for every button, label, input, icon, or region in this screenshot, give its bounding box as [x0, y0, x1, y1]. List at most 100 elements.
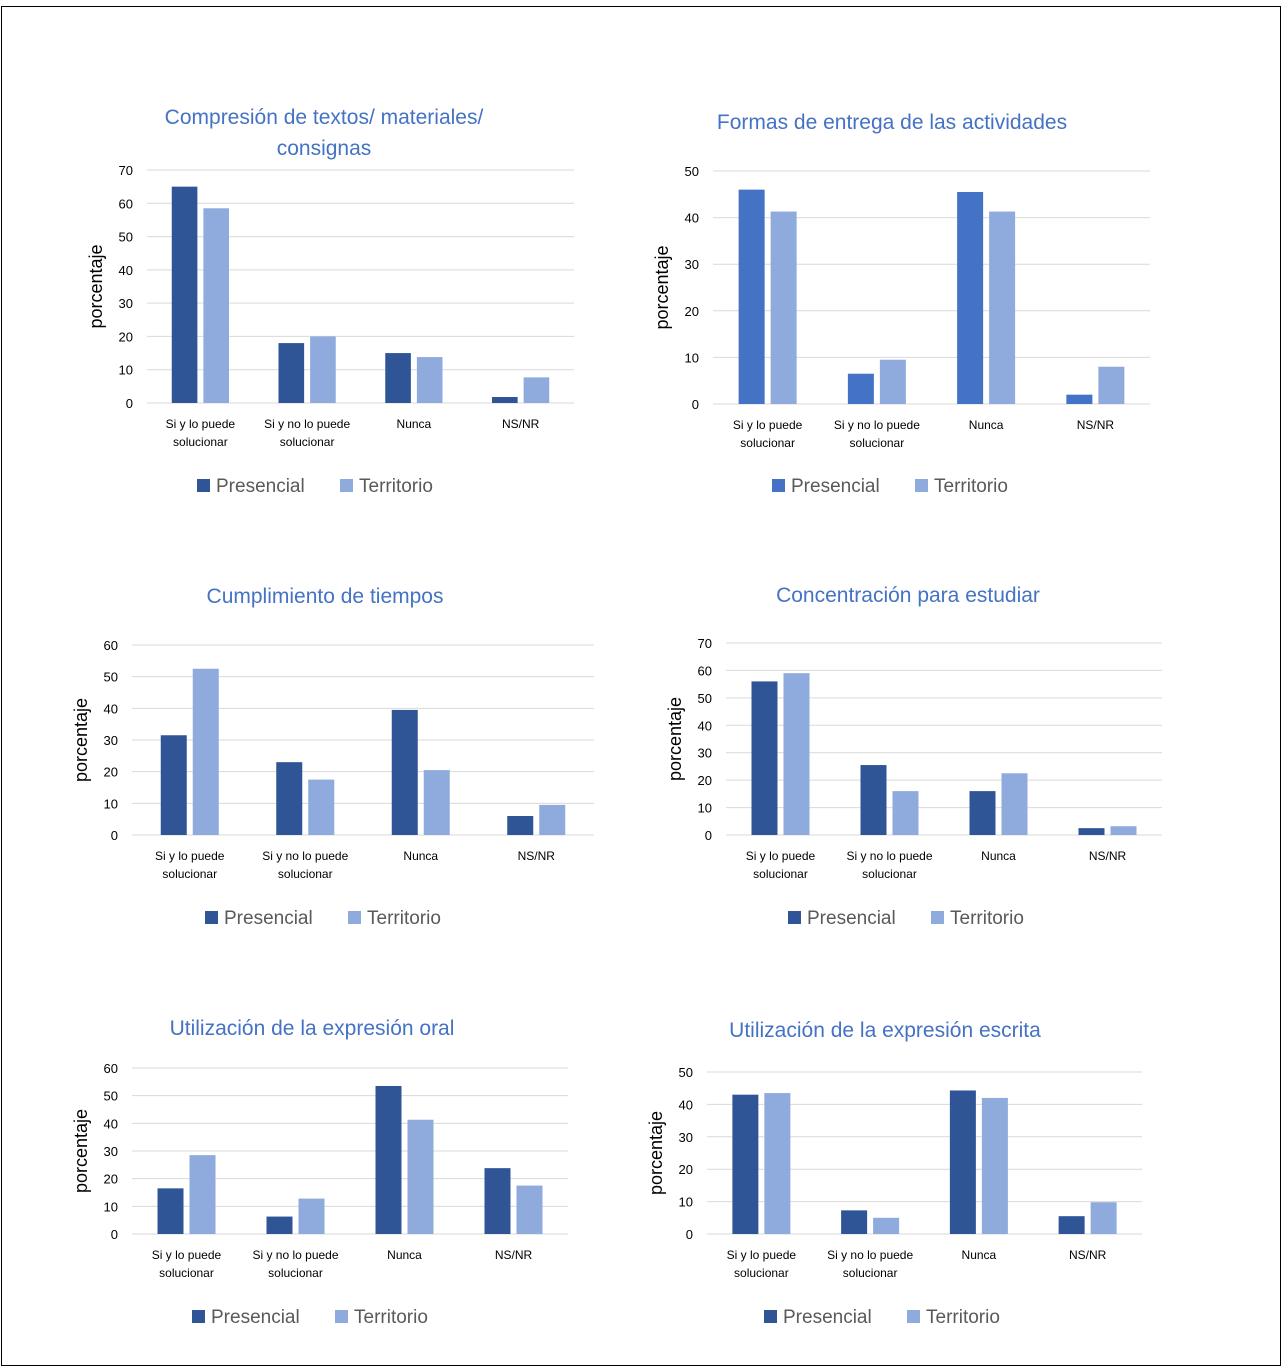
- legend-swatch: [335, 1310, 348, 1323]
- bar-territorio: [981, 1097, 1008, 1234]
- bar-territorio: [516, 1185, 543, 1234]
- y-tick-label: 40: [104, 701, 118, 716]
- x-category-label: solucionar: [850, 436, 905, 450]
- x-category-label: Nunca: [981, 849, 1016, 863]
- y-axis-label: porcentaje: [652, 245, 672, 329]
- bar-territorio: [539, 804, 566, 835]
- y-tick-label: 40: [104, 1116, 118, 1131]
- bar-presencial: [957, 191, 984, 404]
- charts-svg: Compresión de textos/ materiales/consign…: [71, 106, 1162, 1328]
- bar-territorio: [783, 673, 810, 835]
- y-tick-label: 0: [111, 1227, 118, 1242]
- bar-presencial: [157, 1188, 184, 1234]
- chart-title: consignas: [277, 137, 372, 160]
- legend-swatch: [915, 479, 928, 492]
- bar-presencial: [860, 765, 887, 835]
- y-tick-label: 50: [698, 691, 712, 706]
- bar-territorio: [1001, 773, 1028, 835]
- bar-territorio: [770, 211, 797, 404]
- legend-label: Territorio: [359, 476, 433, 497]
- x-category-label: Si y lo puede: [152, 1248, 222, 1262]
- chart-title: Compresión de textos/ materiales/: [165, 106, 484, 129]
- bar-territorio: [1090, 1202, 1117, 1234]
- y-tick-label: 50: [685, 164, 699, 179]
- y-tick-label: 30: [698, 746, 712, 761]
- bar-territorio: [298, 1198, 325, 1234]
- legend-swatch: [348, 911, 361, 924]
- y-tick-label: 0: [692, 397, 699, 412]
- bar-territorio: [1110, 826, 1137, 835]
- chart-title: Concentración para estudiar: [776, 584, 1040, 607]
- x-category-label: Nunca: [962, 1248, 997, 1262]
- y-tick-label: 70: [698, 636, 712, 651]
- bar-presencial: [1058, 1216, 1085, 1234]
- x-category-label: solucionar: [159, 1266, 214, 1280]
- bar-presencial: [484, 1168, 511, 1234]
- bar-territorio: [407, 1119, 434, 1234]
- legend-swatch: [205, 911, 218, 924]
- y-tick-label: 30: [685, 257, 699, 272]
- legend-swatch: [197, 479, 210, 492]
- y-tick-label: 10: [119, 363, 133, 378]
- y-tick-label: 0: [705, 828, 712, 843]
- legend-label: Presencial: [791, 476, 880, 497]
- y-tick-label: 0: [126, 396, 133, 411]
- y-tick-label: 20: [685, 304, 699, 319]
- x-category-label: NS/NR: [518, 849, 556, 863]
- legend-label: Presencial: [216, 476, 305, 497]
- x-category-label: Si y no lo puede: [262, 849, 348, 863]
- y-tick-label: 40: [685, 211, 699, 226]
- y-tick-label: 50: [679, 1065, 693, 1080]
- legend-swatch: [907, 1310, 920, 1323]
- x-category-label: solucionar: [278, 867, 333, 881]
- y-tick-label: 20: [119, 329, 133, 344]
- y-tick-label: 20: [104, 765, 118, 780]
- bar-presencial: [847, 373, 874, 404]
- legend-label: Territorio: [934, 476, 1008, 497]
- bar-territorio: [192, 668, 219, 835]
- y-tick-label: 0: [686, 1227, 693, 1242]
- y-tick-label: 10: [104, 1199, 118, 1214]
- x-category-label: solucionar: [162, 867, 217, 881]
- bar-territorio: [879, 359, 906, 404]
- bar-presencial: [276, 762, 303, 835]
- legend-swatch: [340, 479, 353, 492]
- figure-frame: Compresión de textos/ materiales/consign…: [1, 6, 1281, 1366]
- legend-swatch: [931, 911, 944, 924]
- y-tick-label: 60: [104, 638, 118, 653]
- x-category-label: Si y no lo puede: [846, 849, 932, 863]
- legend-label: Territorio: [950, 908, 1024, 929]
- bar-presencial: [171, 186, 198, 403]
- x-category-label: solucionar: [734, 1266, 789, 1280]
- x-category-label: NS/NR: [1089, 849, 1127, 863]
- chart-1: Compresión de textos/ materiales/consign…: [86, 106, 574, 497]
- bar-presencial: [375, 1085, 402, 1234]
- y-tick-label: 60: [119, 196, 133, 211]
- x-category-label: Si y no lo puede: [252, 1248, 338, 1262]
- bar-presencial: [266, 1216, 293, 1234]
- bar-presencial: [738, 189, 765, 404]
- chart-title: Utilización de la expresión oral: [170, 1017, 455, 1040]
- x-category-label: Nunca: [403, 849, 438, 863]
- bar-territorio: [416, 357, 443, 403]
- bar-presencial: [507, 816, 534, 835]
- legend-label: Territorio: [367, 908, 441, 929]
- y-tick-label: 40: [698, 718, 712, 733]
- y-tick-label: 10: [679, 1195, 693, 1210]
- bar-presencial: [969, 791, 996, 835]
- chart-3: Cumplimiento de tiempos 0 10 20 30 40 50 60 porc…: [71, 585, 594, 929]
- bar-territorio: [310, 336, 336, 403]
- x-category-label: Si y no lo puede: [834, 418, 920, 432]
- bar-territorio: [523, 377, 550, 403]
- x-category-label: NS/NR: [495, 1248, 533, 1262]
- x-category-label: Si y lo puede: [155, 849, 225, 863]
- y-axis-label: porcentaje: [665, 697, 685, 781]
- y-tick-label: 30: [104, 733, 118, 748]
- legend-swatch: [192, 1310, 205, 1323]
- bar-territorio: [764, 1093, 791, 1234]
- bar-presencial: [1066, 394, 1093, 404]
- bar-territorio: [189, 1155, 216, 1234]
- chart-4: Concentración para estudiar 0 10 20 30 40 50 60…: [665, 584, 1162, 929]
- y-tick-label: 10: [685, 350, 699, 365]
- y-axis-label: porcentaje: [86, 244, 106, 328]
